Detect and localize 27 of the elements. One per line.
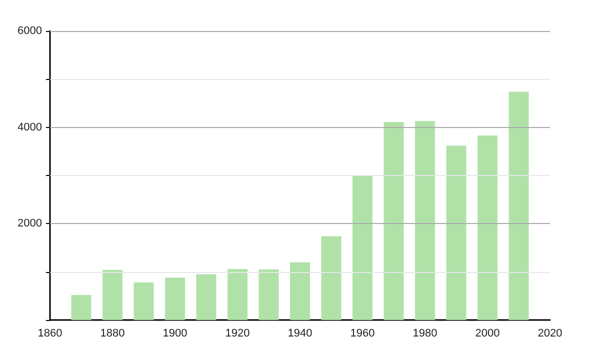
bar — [478, 136, 498, 320]
bar — [352, 176, 372, 320]
x-tick-label: 1920 — [225, 328, 250, 340]
y-tick-label: 6000 — [18, 25, 42, 37]
bar — [134, 282, 154, 320]
bar — [71, 294, 92, 320]
bar — [102, 270, 122, 320]
x-tick-label: 1900 — [162, 328, 188, 340]
bar — [384, 122, 404, 320]
x-tick-label: 1960 — [350, 328, 375, 340]
x-tick-label: 1860 — [38, 328, 62, 340]
bar — [290, 262, 310, 320]
bar — [165, 278, 185, 320]
x-tick-label: 2020 — [538, 328, 562, 340]
y-tick-label: 2000 — [18, 218, 42, 230]
bar — [415, 121, 435, 320]
bar — [446, 146, 466, 320]
x-tick-label: 1880 — [100, 328, 125, 340]
x-tick-label: 2000 — [475, 328, 500, 340]
bar — [196, 274, 216, 320]
bar — [508, 92, 529, 320]
x-tick-label: 1940 — [288, 328, 312, 340]
x-tick-label: 1980 — [412, 328, 438, 340]
bar — [258, 269, 279, 320]
bar — [321, 236, 342, 320]
bar — [228, 268, 248, 320]
y-tick-label: 4000 — [18, 121, 42, 134]
